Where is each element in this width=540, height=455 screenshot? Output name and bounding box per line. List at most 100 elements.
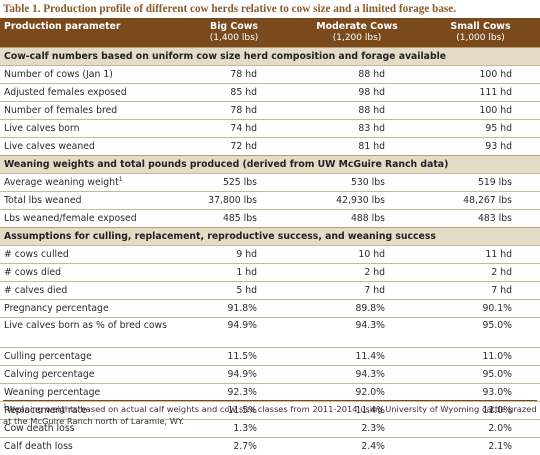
big-cows-value: 94.9% [175, 366, 293, 384]
big-cows-value: 74 hd [175, 120, 293, 138]
row-label: Weaning percentage [0, 384, 175, 402]
row-label-text: Number of females bred [4, 105, 117, 116]
moderate-cows-value: 88 hd [293, 102, 421, 120]
header-moderate-cows: Moderate Cows(1,200 lbs) [293, 18, 421, 48]
small-cows-value: 93.0% [421, 384, 540, 402]
table-row: Pregnancy percentage 91.8%89.8%90.1% [0, 300, 540, 318]
row-label: # cows culled [0, 246, 175, 264]
small-cows-value: 95.0% [421, 318, 540, 348]
big-cows-value: 37,800 lbs [175, 192, 293, 210]
big-cows-value: 11.5% [175, 348, 293, 366]
small-cows-value: 93 hd [421, 138, 540, 156]
moderate-cows-value: 488 lbs [293, 210, 421, 228]
footnote-ref: 1 [119, 176, 123, 183]
row-label-text: Live calves weaned [4, 141, 95, 152]
small-cows-value: 11 hd [421, 246, 540, 264]
big-cows-value: 485 lbs [175, 210, 293, 228]
big-cows-value: 9 hd [175, 246, 293, 264]
row-label: Average weaning weight1 [0, 174, 175, 192]
small-cows-value: 2 hd [421, 264, 540, 282]
small-cows-value: 483 lbs [421, 210, 540, 228]
header-big-cows: Big Cows(1,400 lbs) [175, 18, 293, 48]
moderate-cows-value: 89.8% [293, 300, 421, 318]
section-title: Weaning weights and total pounds produce… [0, 156, 540, 174]
small-cows-value: 2.1% [421, 438, 540, 455]
row-label: Live calves weaned [0, 138, 175, 156]
small-cows-value: 90.1% [421, 300, 540, 318]
moderate-cows-value: 81 hd [293, 138, 421, 156]
small-cows-value: 111 hd [421, 84, 540, 102]
production-table: Production parameter Big Cows(1,400 lbs)… [0, 18, 540, 455]
row-label: Lbs weaned/female exposed [0, 210, 175, 228]
moderate-cows-value: 98 hd [293, 84, 421, 102]
row-label-text: Calving percentage [4, 369, 95, 380]
row-label-text: # cows culled [4, 249, 69, 260]
row-label-text: # cows died [4, 267, 61, 278]
section-title: Cow-calf numbers based on uniform cow si… [0, 48, 540, 66]
big-cows-value: 5 hd [175, 282, 293, 300]
big-cows-value: 525 lbs [175, 174, 293, 192]
row-label-text: # calves died [4, 285, 67, 296]
row-label-text: Pregnancy percentage [4, 303, 109, 314]
big-cows-value: 91.8% [175, 300, 293, 318]
table-caption: Table 1. Production profile of different… [3, 1, 539, 17]
section-header: Cow-calf numbers based on uniform cow si… [0, 48, 540, 66]
moderate-cows-value: 92.0% [293, 384, 421, 402]
small-cows-value: 95.0% [421, 366, 540, 384]
row-label: Number of females bred [0, 102, 175, 120]
header-small-cows: Small Cows(1,000 lbs) [421, 18, 540, 48]
row-label: Adjusted females exposed [0, 84, 175, 102]
big-cows-value: 78 hd [175, 102, 293, 120]
row-label: Live calves born as % of bred cows [0, 318, 175, 348]
row-label-text: Lbs weaned/female exposed [4, 213, 137, 224]
big-cows-value: 1 hd [175, 264, 293, 282]
small-cows-value: 7 hd [421, 282, 540, 300]
row-label-text: Total lbs weaned [4, 195, 81, 206]
row-label: Calving percentage [0, 366, 175, 384]
big-cows-value: 92.3% [175, 384, 293, 402]
small-cows-value: 100 hd [421, 66, 540, 84]
row-label-text: Live calves born [4, 123, 80, 134]
row-label: Number of cows (Jan 1) [0, 66, 175, 84]
row-label: Live calves born [0, 120, 175, 138]
table-body: Cow-calf numbers based on uniform cow si… [0, 48, 540, 455]
big-cows-value: 78 hd [175, 66, 293, 84]
moderate-cows-value: 11.4% [293, 348, 421, 366]
footnote-text: Weaning weights based on actual calf wei… [3, 404, 537, 426]
row-label: # cows died [0, 264, 175, 282]
section-title: Assumptions for culling, replacement, re… [0, 228, 540, 246]
moderate-cows-value: 42,930 lbs [293, 192, 421, 210]
footnote: 1Weaning weights based on actual calf we… [3, 400, 537, 427]
table-row: Calving percentage 94.9%94.3%95.0% [0, 366, 540, 384]
row-label: Total lbs weaned [0, 192, 175, 210]
small-cows-value: 95 hd [421, 120, 540, 138]
header-small-cows-weight: (1,000 lbs) [425, 33, 536, 44]
header-big-cows-weight: (1,400 lbs) [179, 33, 289, 44]
row-label-text: Live calves born as % of bred cows [4, 320, 167, 331]
section-header: Weaning weights and total pounds produce… [0, 156, 540, 174]
moderate-cows-value: 94.3% [293, 318, 421, 348]
moderate-cows-value: 94.3% [293, 366, 421, 384]
small-cows-value: 48,267 lbs [421, 192, 540, 210]
moderate-cows-value: 7 hd [293, 282, 421, 300]
header-row: Production parameter Big Cows(1,400 lbs)… [0, 18, 540, 48]
row-label: Calf death loss [0, 438, 175, 455]
moderate-cows-value: 83 hd [293, 120, 421, 138]
small-cows-value: 100 hd [421, 102, 540, 120]
moderate-cows-value: 10 hd [293, 246, 421, 264]
big-cows-value: 72 hd [175, 138, 293, 156]
